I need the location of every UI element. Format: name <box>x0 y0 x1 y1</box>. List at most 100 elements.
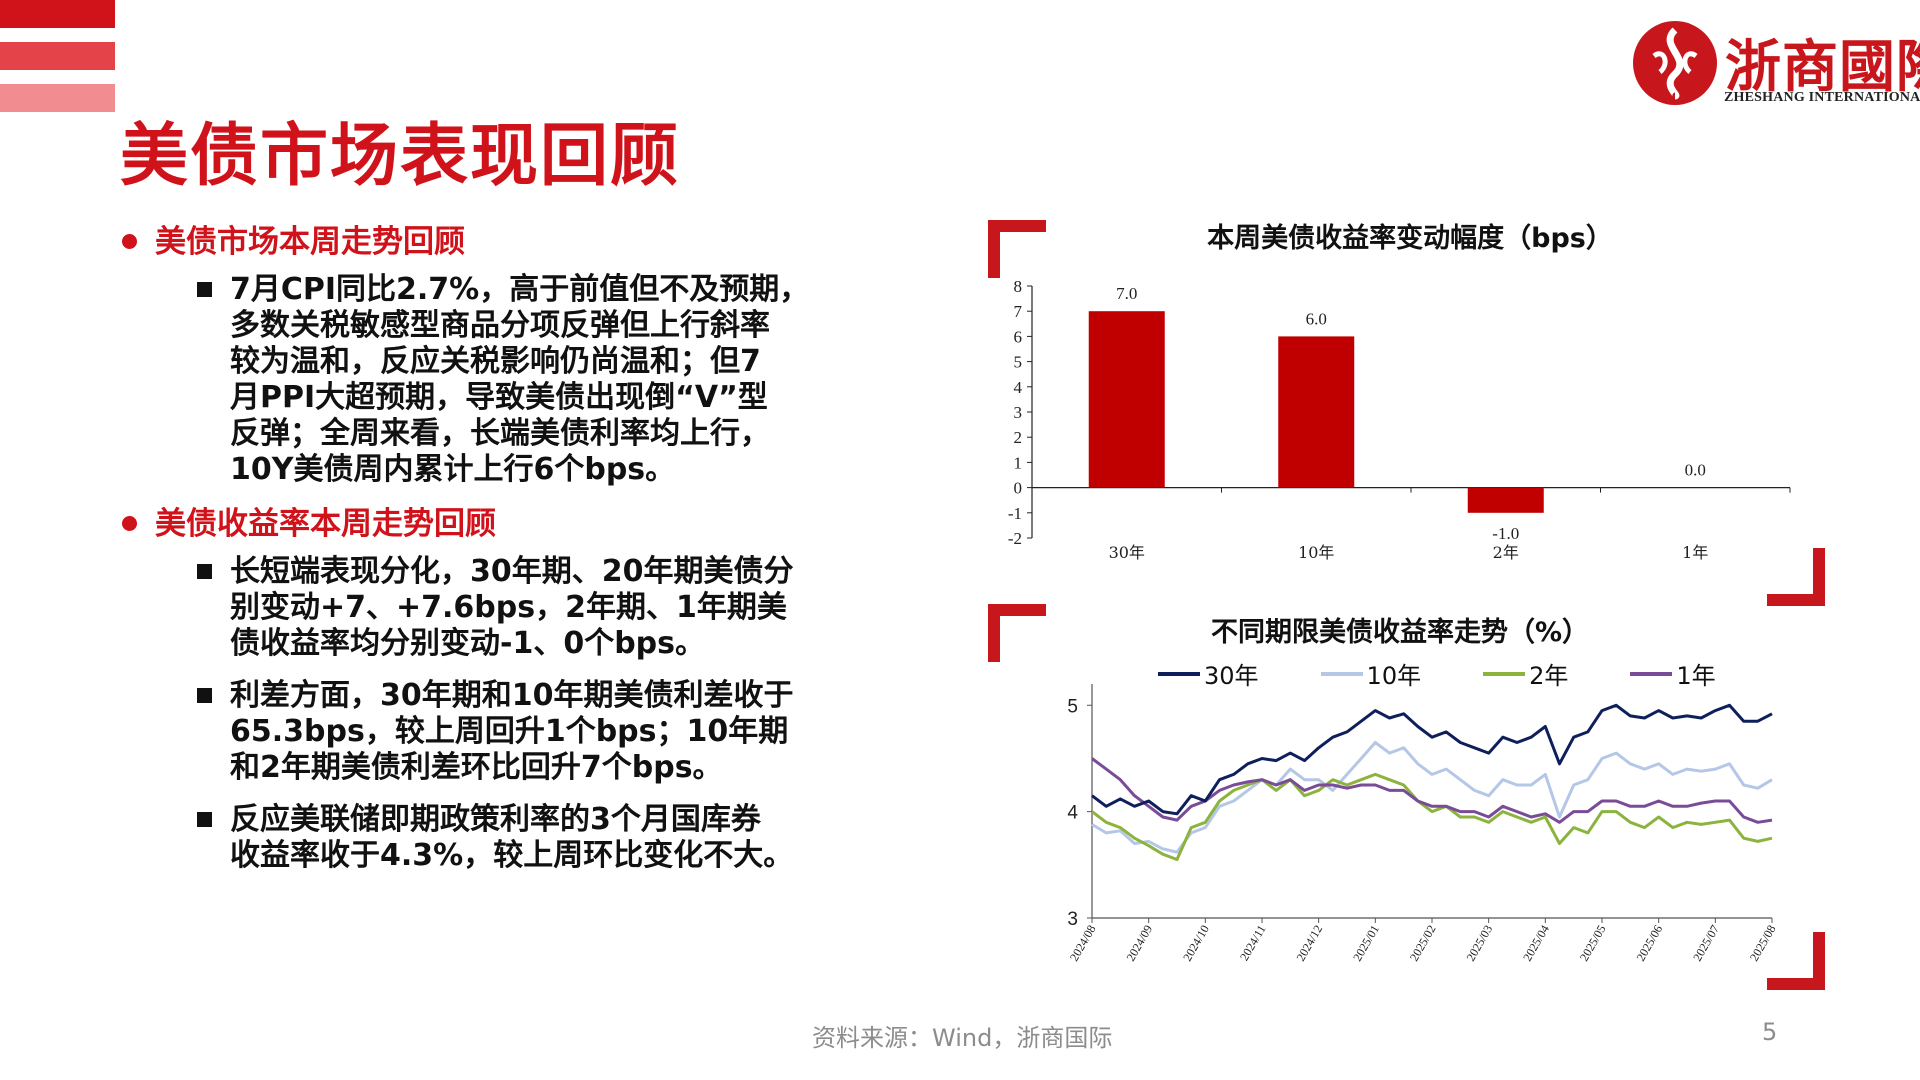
x-category-label: 10年 <box>1298 543 1334 562</box>
legend-label: 10年 <box>1366 662 1422 690</box>
corner-bracket <box>988 604 1046 616</box>
y-tick-label: -1 <box>1008 504 1022 523</box>
bullet-line: 10Y美债周内累计上行6个bps。 <box>230 452 676 487</box>
line-chart-legend: 30年 10年 2年 1年 <box>1158 656 1716 691</box>
line-chart-title: 不同期限美债收益率走势（%） <box>1210 617 1590 648</box>
series-line <box>1091 741 1773 854</box>
legend-item-1y: 1年 <box>1630 656 1716 691</box>
bar <box>1467 487 1544 513</box>
data-label: 6.0 <box>1306 309 1327 328</box>
logo-subtitle: ZHESHANG INTERNATIONAL <box>1724 90 1920 105</box>
bullet-line: 月PPI大超预期，导致美债出现倒“V”型 <box>230 380 768 415</box>
bullet-square-icon <box>197 282 212 297</box>
y-tick-label: 7 <box>1014 302 1023 321</box>
x-tick-label: 2025/03 <box>1463 923 1495 964</box>
y-tick-label: -2 <box>1008 529 1022 548</box>
header-stripe-1 <box>0 0 115 28</box>
bar-chart: 8 7 6 5 4 3 2 1 0 -1 -2 7.0 30年 6.0 10年 -1.02年 0.0 1年 <box>1008 277 1791 562</box>
page-number: 5 <box>1762 1018 1778 1046</box>
bullet-spreads: 利差方面，30年期和10年期美债利差收于 65.3bps，较上周回升1个bps；… <box>120 678 910 786</box>
y-tick-label: 1 <box>1014 453 1023 472</box>
y-tick-label: 5 <box>1014 353 1023 372</box>
logo-emblem-icon <box>1633 21 1717 105</box>
corner-bracket <box>988 604 1000 662</box>
commentary-column: 美债市场本周走势回顾 7月CPI同比2.7%，高于前值但不及预期， 多数关税敏感… <box>120 222 910 890</box>
series-line <box>1091 772 1773 861</box>
section-heading-text: 美债市场本周走势回顾 <box>155 224 465 260</box>
bullet-square-icon <box>197 688 212 703</box>
legend-swatch <box>1158 671 1200 676</box>
section-heading-yield: 美债收益率本周走势回顾 <box>120 504 910 544</box>
company-logo: 浙商國際 ZHESHANG INTERNATIONAL <box>1630 18 1920 110</box>
x-tick-label: 2024/11 <box>1237 923 1269 964</box>
bullet-cpi-ppi: 7月CPI同比2.7%，高于前值但不及预期， 多数关税敏感型商品分项反弹但上行斜… <box>120 272 910 488</box>
bullet-line: 债收益率均分别变动-1、0个bps。 <box>230 626 706 661</box>
series-line <box>1091 703 1773 816</box>
y-tick-label: 4 <box>1067 803 1078 824</box>
legend-item-10y: 10年 <box>1320 656 1422 691</box>
x-category-label: 30年 <box>1109 543 1145 562</box>
bullet-line: 反弹；全周来看，长端美债利率均上行， <box>230 416 770 451</box>
bullet-dot-icon <box>122 234 137 249</box>
bullet-tbill: 反应美联储即期政策利率的3个月国库券 收益率收于4.3%，较上周环比变化不大。 <box>120 802 910 874</box>
bullet-line: 和2年期美债利差环比回升7个bps。 <box>230 750 723 785</box>
y-tick-label: 6 <box>1014 327 1023 346</box>
bar <box>1088 311 1165 488</box>
x-tick-label: 2025/02 <box>1407 923 1439 964</box>
corner-bracket <box>1767 978 1825 990</box>
corner-bracket <box>988 220 1046 232</box>
bullet-line: 利差方面，30年期和10年期美债利差收于 <box>230 678 794 713</box>
bullet-line: 多数关税敏感型商品分项反弹但上行斜率 <box>230 308 770 343</box>
y-tick-label: 3 <box>1014 403 1023 422</box>
section-heading-market: 美债市场本周走势回顾 <box>120 222 910 262</box>
data-label: 7.0 <box>1116 284 1137 303</box>
bullet-square-icon <box>197 812 212 827</box>
y-tick-label: 4 <box>1014 378 1023 397</box>
x-tick-label: 2025/08 <box>1747 923 1779 964</box>
bullet-line: 收益率收于4.3%，较上周环比变化不大。 <box>230 838 794 873</box>
y-tick-label: 3 <box>1067 909 1078 930</box>
legend-label: 30年 <box>1204 662 1259 690</box>
bullet-line: 别变动+7、+7.6bps，2年期、1年期美 <box>230 590 787 625</box>
corner-bracket <box>988 220 1000 278</box>
y-tick-label: 8 <box>1014 277 1023 296</box>
x-category-label: 1年 <box>1682 543 1708 562</box>
y-tick-label: 5 <box>1067 696 1078 717</box>
data-label: -1.0 <box>1492 524 1519 543</box>
bullet-line: 7月CPI同比2.7%，高于前值但不及预期， <box>230 272 810 307</box>
legend-label: 1年 <box>1676 662 1716 690</box>
legend-label: 2年 <box>1529 662 1569 690</box>
bullet-line: 较为温和，反应关税影响仍尚温和；但7 <box>230 344 761 379</box>
bullet-line: 65.3bps，较上周回升1个bps；10年期 <box>230 714 789 749</box>
legend-swatch <box>1630 671 1673 676</box>
corner-bracket <box>1813 548 1825 606</box>
x-tick-label: 2025/05 <box>1577 923 1609 964</box>
x-tick-label: 2025/01 <box>1350 923 1382 964</box>
header-stripe-3 <box>0 84 115 112</box>
x-tick-label: 2025/07 <box>1690 923 1722 964</box>
corner-bracket <box>1813 932 1825 990</box>
x-category-label: 2年 <box>1493 543 1519 562</box>
legend-item-2y: 2年 <box>1483 656 1568 691</box>
legend-swatch <box>1320 671 1363 676</box>
bullet-line: 反应美联储即期政策利率的3个月国库券 <box>230 802 761 837</box>
x-tick-label: 2024/09 <box>1123 923 1155 964</box>
header-stripe-2 <box>0 42 115 70</box>
y-tick-label: 0 <box>1014 479 1023 498</box>
bullet-square-icon <box>197 564 212 579</box>
bar <box>1278 336 1355 488</box>
bullet-line: 长短端表现分化，30年期、20年期美债分 <box>230 554 794 589</box>
x-tick-label: 2024/12 <box>1293 923 1325 964</box>
section-heading-text: 美债收益率本周走势回顾 <box>155 506 496 542</box>
bar-chart-title: 本周美债收益率变动幅度（bps） <box>1207 223 1613 254</box>
legend-swatch <box>1483 671 1526 676</box>
legend-item-30y: 30年 <box>1158 656 1259 691</box>
corner-bracket <box>1767 594 1825 606</box>
x-tick-label: 2025/06 <box>1633 923 1665 964</box>
page-title: 美债市场表现回顾 <box>120 117 681 196</box>
data-label: 0.0 <box>1685 461 1706 480</box>
source-footnote: 资料来源：Wind，浙商国际 <box>812 1024 1113 1052</box>
logo-name: 浙商國際 <box>1725 34 1920 100</box>
bullet-term-divergence: 长短端表现分化，30年期、20年期美债分 别变动+7、+7.6bps，2年期、1… <box>120 554 910 662</box>
